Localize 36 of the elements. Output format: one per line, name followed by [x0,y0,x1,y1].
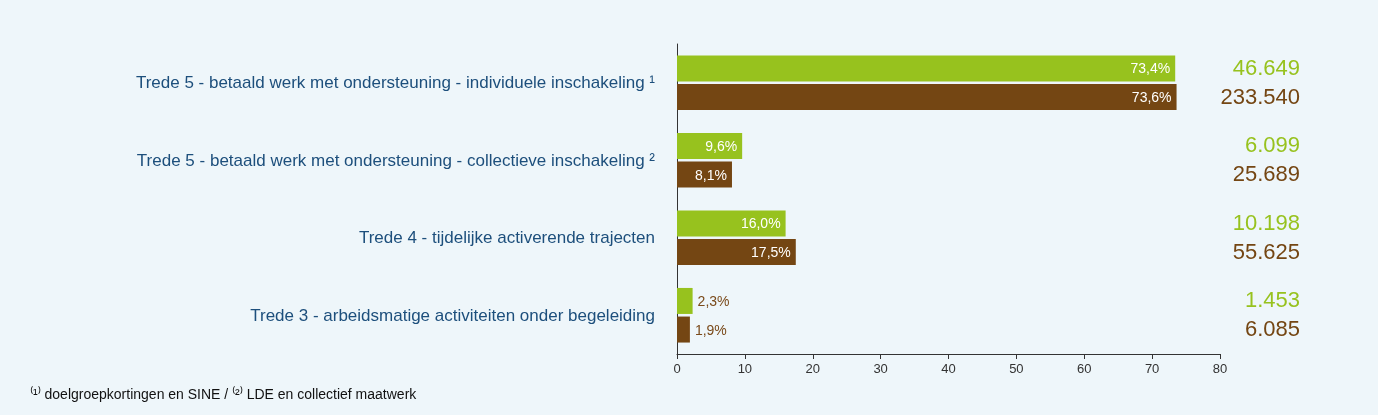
data-label: 9,6% [705,137,738,154]
x-tick-label: 70 [1144,361,1160,376]
text: 55.625 [1232,238,1300,264]
y-tick-label: Trede 4 - tijdelijke activerende trajecten [358,228,655,248]
text: 25.689 [1232,161,1300,187]
x-tick-label: 0 [673,361,681,376]
text: 1.453 [1244,287,1300,313]
y-tick-label: Trede 5 - betaald werk met ondersteuning - individuele inschakeling ¹ [135,73,656,93]
x-tick-label: 20 [805,361,820,376]
text: 10.198 [1232,209,1300,235]
data-label: 2,3% [697,292,730,309]
bar [677,55,1176,82]
text: ⁽¹⁾ doelgroepkortingen en SINE / ⁽²⁾ LDE en collectief maatwerk [30,386,418,402]
bar [677,84,1177,111]
x-tick-label: 50 [1009,361,1024,376]
x-tick-label: 30 [873,361,888,376]
bar [677,287,693,314]
text: 233.540 [1220,83,1300,109]
bar [677,210,786,237]
text: 46.649 [1232,54,1300,80]
x-tick-label: 60 [1077,361,1092,376]
bar [677,239,796,266]
text: 6.085 [1244,316,1300,342]
data-label: 1,9% [694,321,727,338]
bar [677,316,690,343]
data-label: 73,4% [1130,60,1171,77]
y-tick-label: Trede 3 - arbeidsmatige activiteiten onder begeleiding [250,305,655,325]
x-tick-label: 10 [737,361,753,376]
data-label: 73,6% [1131,89,1172,106]
x-tick-label: 80 [1212,361,1228,376]
x-tick-label: 40 [941,361,956,376]
data-label: 16,0% [740,215,781,232]
y-tick-label: Trede 5 - betaald werk met ondersteuning - collectieve inschakeling ² [136,150,656,170]
data-label: 17,5% [751,244,791,261]
data-label: 8,1% [695,166,727,183]
text: 6.099 [1244,132,1300,158]
